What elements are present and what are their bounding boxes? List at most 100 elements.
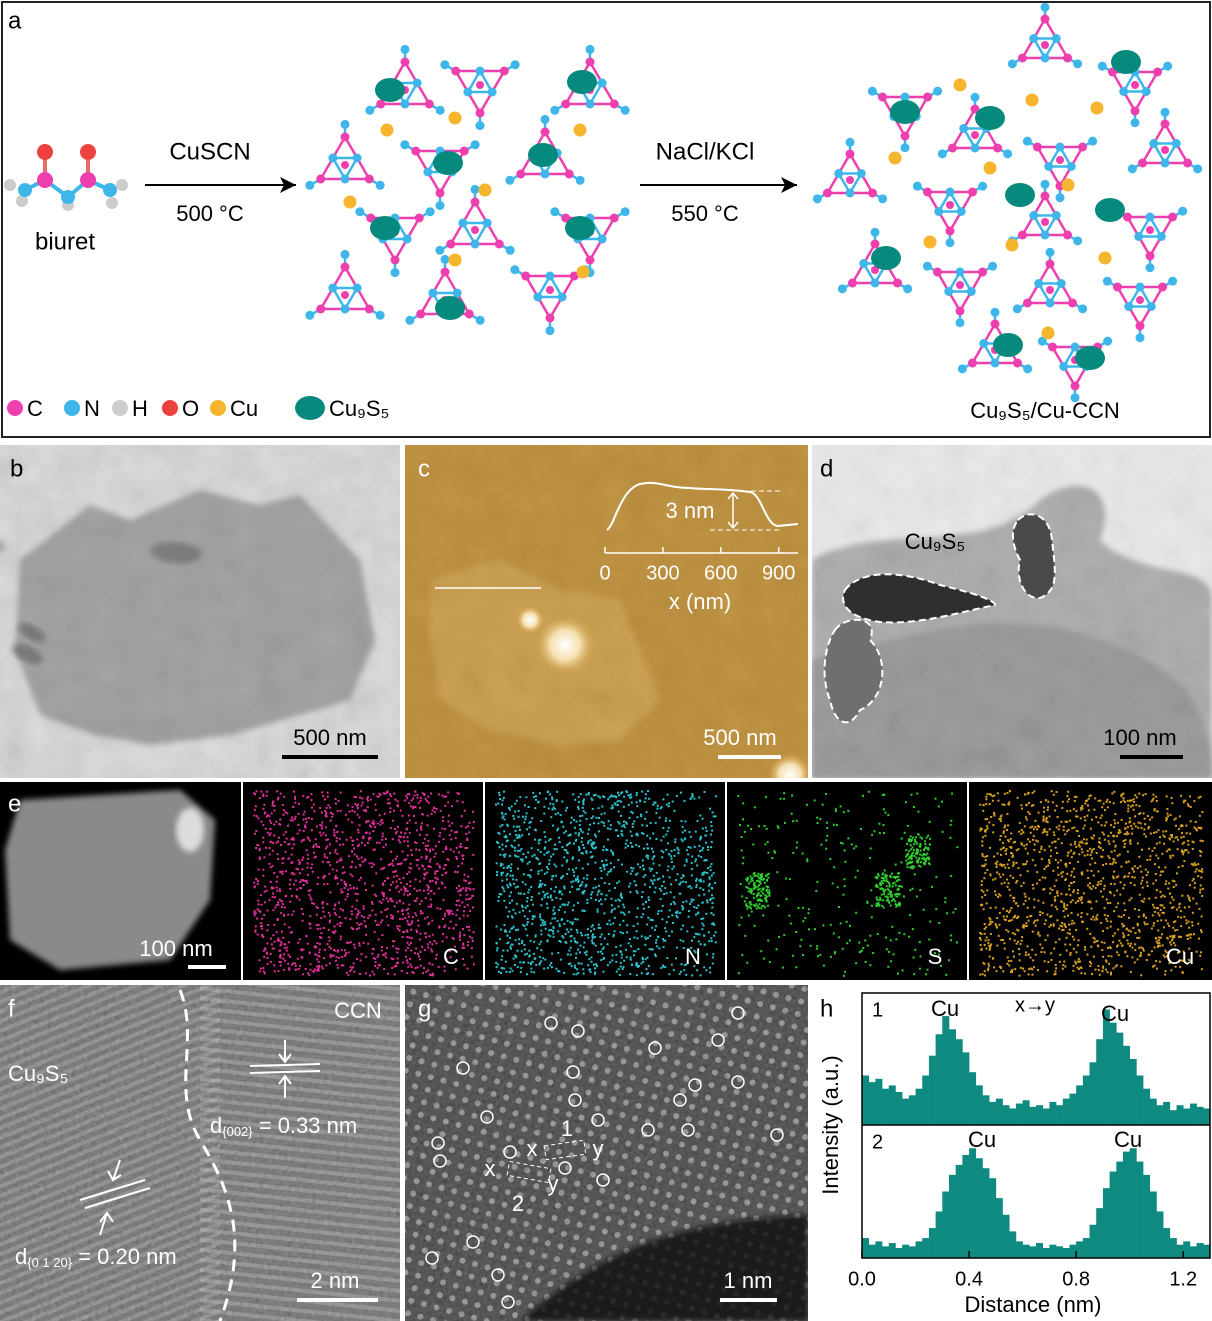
eds-dot <box>1050 849 1053 852</box>
atom <box>597 234 607 244</box>
eds-dot <box>443 795 446 798</box>
eds-dot <box>925 836 928 839</box>
eds-dot <box>509 936 512 939</box>
eds-dot <box>574 798 577 801</box>
atom <box>103 183 117 197</box>
eds-dot <box>712 953 715 956</box>
eds-dot <box>469 909 472 912</box>
eds-dot <box>750 878 753 881</box>
eds-dot <box>456 800 459 803</box>
eds-dot <box>459 938 462 941</box>
eds-dot <box>1195 868 1198 871</box>
eds-dot <box>979 936 982 939</box>
eds-dot <box>1097 870 1100 873</box>
eds-dot <box>572 793 575 796</box>
eds-dot <box>907 857 910 860</box>
eds-dot <box>365 955 368 958</box>
eds-dot <box>380 949 383 952</box>
eds-dot <box>1179 966 1182 969</box>
eds-dot <box>368 974 371 977</box>
eds-dot <box>635 833 638 836</box>
eds-dot <box>569 953 572 956</box>
eds-dot <box>335 861 338 864</box>
eds-dot <box>600 959 603 962</box>
eds-dot <box>738 824 741 827</box>
eds-dot <box>322 877 325 880</box>
eds-dot <box>404 949 407 952</box>
eds-dot <box>1173 818 1176 821</box>
eds-dot <box>1159 936 1162 939</box>
eds-dot <box>392 940 395 943</box>
eds-dot <box>256 917 259 920</box>
eds-dot <box>263 890 266 893</box>
eds-dot <box>376 841 379 844</box>
eds-dot <box>401 908 404 911</box>
atom <box>435 105 445 115</box>
eds-dot <box>995 863 998 866</box>
legend-label: O <box>182 396 199 421</box>
eds-dot <box>315 825 318 828</box>
eds-dot <box>519 849 522 852</box>
eds-dot <box>452 927 455 930</box>
eds-dot <box>581 814 584 817</box>
eds-dot <box>599 950 602 953</box>
eds-dot <box>621 896 624 899</box>
eds-dot <box>652 862 655 865</box>
eds-dot <box>889 904 892 907</box>
eds-dot <box>746 886 749 889</box>
eds-dot <box>541 898 544 901</box>
atom <box>1160 107 1170 117</box>
eds-dot <box>353 810 356 813</box>
eds-dot <box>311 806 314 809</box>
eds-dot <box>1049 923 1052 926</box>
eds-dot <box>712 897 715 900</box>
eds-dot <box>407 814 410 817</box>
eds-dot <box>999 876 1002 879</box>
atom <box>1112 282 1122 292</box>
eds-dot <box>343 882 346 885</box>
eds-dot <box>1052 793 1055 796</box>
eds-dot <box>1017 940 1020 943</box>
atom <box>947 143 957 153</box>
eds-dot <box>544 923 547 926</box>
eds-dot <box>549 935 552 938</box>
eds-dot <box>908 838 911 841</box>
eds-dot <box>434 957 437 960</box>
eds-dot <box>799 945 802 948</box>
eds-dot <box>295 895 298 898</box>
eds-dot <box>1118 829 1121 832</box>
eds-dot <box>894 863 897 866</box>
eds-dot <box>351 850 354 853</box>
eds-dot <box>1007 919 1010 922</box>
atom <box>1073 59 1083 69</box>
eds-dot <box>781 966 784 969</box>
eds-dot <box>1103 914 1106 917</box>
eds-dot <box>636 805 639 808</box>
eds-dot <box>513 846 516 849</box>
eds-dot <box>400 862 403 865</box>
eds-dot <box>1072 947 1075 950</box>
eds-dot <box>1197 796 1200 799</box>
eds-dot <box>1117 902 1120 905</box>
eds-dot <box>908 935 911 938</box>
eds-dot <box>652 882 655 885</box>
eds-dot <box>533 853 536 856</box>
eds-dot <box>1048 925 1051 928</box>
atom <box>585 44 595 54</box>
eds-dot <box>843 885 846 888</box>
eds-dot <box>437 793 440 796</box>
eds-dot <box>707 889 710 892</box>
eds-dot <box>1172 906 1175 909</box>
eds-dot <box>653 801 656 804</box>
eds-dot <box>1199 951 1202 954</box>
eds-dot <box>1120 818 1123 821</box>
eds-dot <box>1161 911 1164 914</box>
eds-dot <box>1079 806 1082 809</box>
eds-dot <box>1010 851 1013 854</box>
eds-dot <box>1144 868 1147 871</box>
eds-dot <box>1039 801 1042 804</box>
atom <box>423 167 433 177</box>
eds-dot <box>641 832 644 835</box>
eds-dot <box>472 821 475 824</box>
eds-dot <box>886 880 889 883</box>
